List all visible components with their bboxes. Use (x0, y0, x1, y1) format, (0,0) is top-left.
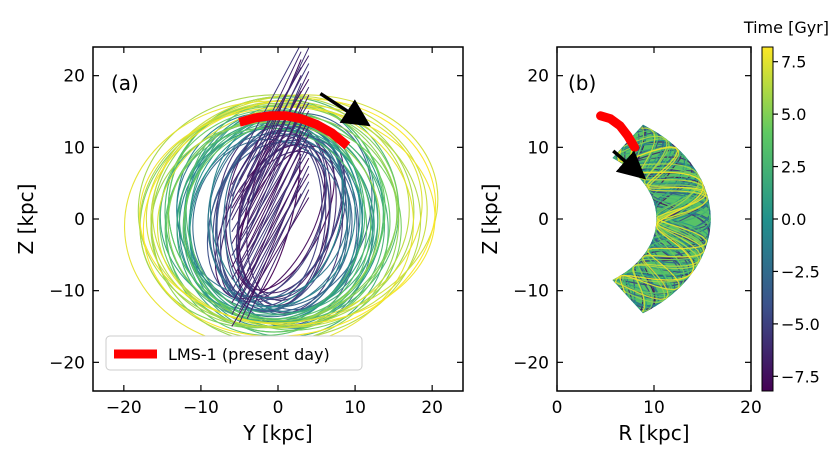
panel-b-xlabel: R [kpc] (618, 421, 689, 445)
y-tick-label: 0 (74, 210, 85, 230)
x-tick-label: −20 (106, 398, 142, 418)
panel-a: −20 −10 0 10 20 −20 −10 0 10 20 (a) Y [kpc] Z [kp… (14, 46, 464, 445)
y-tick-label: −20 (513, 353, 549, 373)
panel-a-orbit-segment (246, 142, 310, 272)
panel-a-orbit-segment (246, 130, 302, 260)
y-tick-label: −10 (49, 282, 85, 302)
panel-a-orbit-loop (159, 109, 391, 333)
panel-b-orbit-line (617, 146, 708, 294)
colorbar-tick-label: −7.5 (781, 367, 820, 386)
colorbar-ticks: 7.5 5.0 2.5 0.0 −2.5 −5.0 −7.5 (773, 53, 820, 386)
y-tick-label: −10 (513, 282, 549, 302)
x-tick-label: 20 (421, 398, 443, 418)
panel-a-lms1-track (238, 111, 351, 150)
colorbar-tick-label: −2.5 (781, 262, 820, 281)
colorbar-gradient (761, 46, 774, 392)
y-tick-label: 20 (63, 67, 85, 87)
panel-b-orbit-line (632, 128, 710, 303)
colorbar-tick-label: 0.0 (781, 210, 806, 229)
panel-a-legend: LMS-1 (present day) (105, 335, 363, 371)
panel-b-lms1-track (596, 111, 640, 152)
x-tick-label: 0 (552, 398, 563, 418)
panel-a-orbit-segment (239, 134, 310, 264)
panel-a-orbit-loop (150, 100, 410, 328)
panel-a-orbit-segment (246, 106, 302, 236)
panel-a-orbit-loop (137, 94, 415, 329)
panel-b-frame (556, 46, 752, 392)
colorbar-title: Time [Gyr] (743, 18, 829, 37)
panel-a-ticks: −20 −10 0 10 20 −20 −10 0 10 20 (49, 47, 463, 418)
panel-a-orbit-segment (231, 126, 310, 256)
panel-a-orbit-segment (231, 173, 310, 304)
panel-a-orbit-loop (156, 105, 423, 324)
panel-a-orbit-segment (239, 63, 310, 193)
panel-a-orbit-segment (246, 83, 302, 213)
panel-b-label: (b) (568, 71, 596, 95)
panel-a-orbit-segment (239, 110, 310, 241)
panel-b-ticks: 0 10 20 −20 −10 0 10 20 (513, 47, 762, 418)
colorbar-tick-label: 7.5 (781, 53, 806, 72)
panel-a-direction-arrow (319, 92, 371, 127)
y-tick-label: −20 (49, 353, 85, 373)
panel-a-orbit-segment (246, 177, 302, 307)
panel-a-orbit-segment (246, 118, 310, 248)
panel-a-orbit-segment (231, 47, 300, 174)
x-tick-label: −10 (183, 398, 219, 418)
panel-b: 0 10 20 −20 −10 0 10 20 (b) R [kpc] Z [kpc] (478, 46, 762, 445)
panel-a-orbit-segment (231, 79, 310, 209)
panel-a-orbit-segment (246, 153, 302, 284)
panel-a-orbit-loop (229, 139, 358, 311)
panel-b-orbit-line (623, 135, 708, 313)
y-tick-label: 0 (538, 210, 549, 230)
colorbar-tick-label: −5.0 (781, 315, 820, 334)
y-tick-label: 20 (527, 67, 549, 87)
panel-a-orbits (123, 47, 439, 349)
panel-a-orbit-loop (142, 98, 437, 338)
panel-a-orbit-segment (239, 86, 310, 217)
y-tick-label: 10 (63, 138, 85, 158)
x-tick-label: 10 (643, 398, 665, 418)
panel-a-orbit-segment (231, 197, 310, 327)
panel-a-ylabel: Z [kpc] (14, 184, 38, 255)
panel-b-ylabel: Z [kpc] (478, 184, 502, 255)
panel-a-orbit-segment (246, 165, 310, 296)
colorbar: 7.5 5.0 2.5 0.0 −2.5 −5.0 −7.5 Time [Gyr] (743, 18, 829, 392)
panel-b-direction-arrow (612, 149, 647, 180)
panel-a-xlabel: Y [kpc] (242, 421, 312, 445)
panel-a-orbit-loop (145, 94, 439, 324)
panel-a-orbit-segment (231, 102, 310, 233)
x-tick-label: 0 (273, 398, 284, 418)
y-tick-label: 10 (527, 138, 549, 158)
panel-a-orbit-segment (231, 149, 310, 280)
colorbar-tick-label: 2.5 (781, 158, 806, 177)
panel-a-orbit-segment (246, 189, 310, 319)
colorbar-tick-label: 5.0 (781, 105, 806, 124)
legend-label: LMS-1 (present day) (168, 345, 330, 364)
panel-a-orbit-segment (239, 157, 310, 288)
panel-b-orbits (612, 124, 711, 314)
panel-a-orbit-segment (239, 181, 310, 311)
x-tick-label: 10 (344, 398, 366, 418)
panel-a-orbit-segment (246, 71, 310, 201)
legend-box (105, 335, 363, 371)
x-tick-label: 20 (740, 398, 762, 418)
panel-a-label: (a) (111, 71, 139, 95)
panel-a-orbit-segment (246, 59, 302, 189)
